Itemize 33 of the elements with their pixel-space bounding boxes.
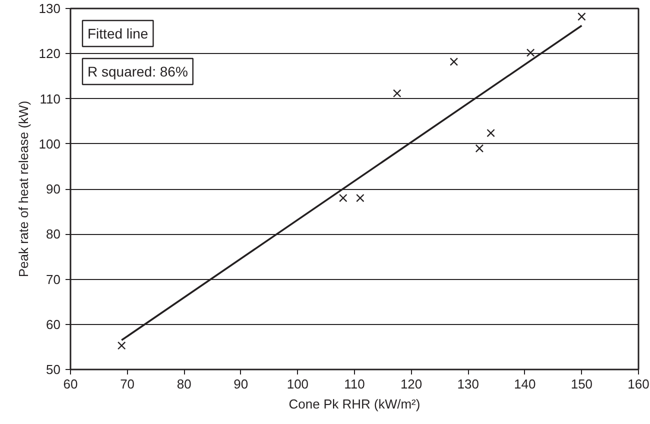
point (475, 144, 484, 153)
x-tick-label: 160 (628, 376, 650, 392)
y-tick-label: 120 (38, 46, 61, 62)
x-axis-title: Cone Pk RHR (kW/m²) (288, 396, 420, 412)
y-tick-label: 130 (38, 1, 61, 16)
x-tick-label: 60 (63, 376, 78, 392)
annotation: Fitted line (88, 26, 148, 42)
y-tick-label: 110 (40, 91, 61, 106)
x-tick-label: 130 (457, 376, 479, 392)
point (486, 128, 495, 138)
y-tick-label: 60 (46, 316, 61, 332)
point (526, 48, 535, 57)
point (356, 194, 364, 202)
annotation: R squared: 86% (88, 64, 188, 80)
y-tick-label: 70 (46, 272, 61, 287)
x-tick-label: 140 (514, 376, 536, 392)
y-tick-label: 80 (46, 226, 61, 242)
y-tick-label: 90 (46, 182, 61, 196)
x-tick-label: 150 (570, 376, 593, 392)
point (392, 89, 402, 98)
x-tick-label: 120 (400, 376, 422, 392)
y-tick-label: 100 (38, 136, 61, 152)
y-tick-label: 50 (46, 362, 61, 377)
point (339, 194, 348, 202)
x-tick-label: 70 (120, 376, 135, 392)
x-tick-label: 110 (344, 376, 365, 392)
point (117, 341, 126, 350)
point (450, 58, 458, 66)
x-tick-label: 80 (176, 376, 192, 392)
y-axis-title: Peak rate of heat release (kW) (16, 100, 31, 278)
x-tick-label: 100 (286, 376, 309, 392)
point (578, 12, 586, 21)
x-tick-label: 90 (234, 376, 248, 392)
